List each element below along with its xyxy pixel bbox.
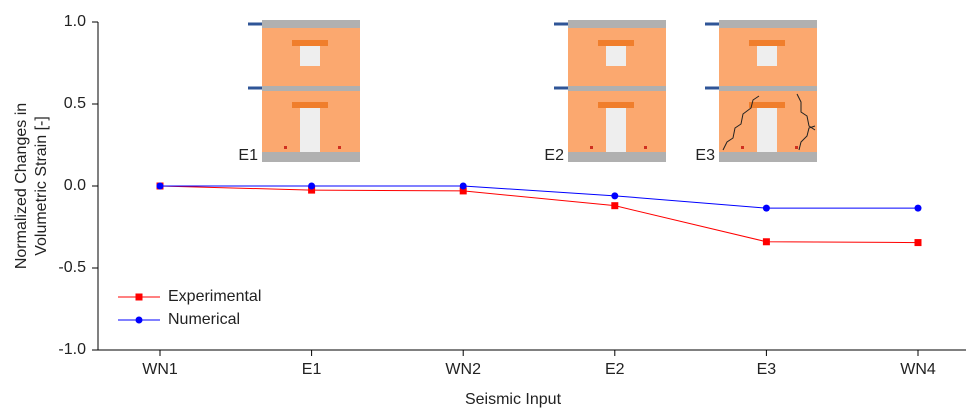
marker bbox=[611, 192, 619, 200]
legend-label: Numerical bbox=[168, 311, 240, 328]
inset-mark bbox=[795, 146, 798, 149]
marker bbox=[914, 204, 922, 212]
y-tick-label: 0.0 bbox=[64, 177, 86, 194]
inset-mark bbox=[644, 146, 647, 149]
inset-lintel bbox=[598, 40, 634, 46]
inset-door bbox=[606, 108, 626, 152]
marker bbox=[308, 182, 316, 190]
inset-window bbox=[606, 46, 626, 66]
marker bbox=[308, 186, 316, 194]
inset-slab bbox=[262, 20, 360, 28]
legend-marker bbox=[135, 293, 143, 301]
inset-slab bbox=[262, 86, 360, 91]
inset-mark bbox=[338, 146, 341, 149]
marker bbox=[156, 182, 164, 190]
inset-crack bbox=[796, 93, 816, 131]
inset-lintel bbox=[292, 102, 328, 108]
marker bbox=[762, 204, 770, 212]
inset-base bbox=[568, 152, 666, 162]
inset-window bbox=[757, 46, 777, 66]
y-tick-label: 1.0 bbox=[64, 13, 86, 30]
inset-crack bbox=[722, 95, 760, 151]
marker bbox=[459, 187, 467, 195]
inset-slab bbox=[568, 86, 666, 91]
legend-marker bbox=[135, 316, 143, 324]
inset-door bbox=[757, 108, 777, 152]
x-tick-label: E3 bbox=[757, 361, 777, 378]
x-tick-label: WN2 bbox=[445, 361, 481, 378]
inset-door bbox=[300, 108, 320, 152]
y-tick-label: 0.5 bbox=[64, 95, 86, 112]
inset-slab bbox=[719, 86, 817, 91]
inset-base bbox=[262, 152, 360, 162]
marker bbox=[762, 238, 770, 246]
inset-base bbox=[719, 152, 817, 162]
inset-lintel bbox=[749, 40, 785, 46]
x-tick-label: E1 bbox=[302, 361, 322, 378]
y-tick-label: -0.5 bbox=[58, 259, 86, 276]
inset-mark bbox=[741, 146, 744, 149]
inset-label: E2 bbox=[544, 147, 564, 164]
marker bbox=[459, 182, 467, 190]
inset-crack bbox=[798, 125, 816, 151]
legend-label: Experimental bbox=[168, 288, 261, 305]
inset-lintel bbox=[598, 102, 634, 108]
inset-slab bbox=[568, 20, 666, 28]
x-tick-label: WN1 bbox=[142, 361, 178, 378]
y-axis-label: Volumetric Strain [-] bbox=[33, 116, 50, 256]
x-tick-label: WN4 bbox=[900, 361, 936, 378]
inset-lintel bbox=[292, 40, 328, 46]
marker bbox=[611, 202, 619, 210]
inset-window bbox=[300, 46, 320, 66]
inset-lintel bbox=[749, 102, 785, 108]
x-tick-label: E2 bbox=[605, 361, 625, 378]
x-axis-label: Seismic Input bbox=[465, 391, 562, 408]
series-line bbox=[160, 185, 918, 209]
marker bbox=[914, 239, 922, 247]
inset-label: E3 bbox=[695, 147, 715, 164]
y-tick-label: -1.0 bbox=[58, 341, 86, 358]
inset-mark bbox=[284, 146, 287, 149]
inset-slab bbox=[719, 20, 817, 28]
y-axis-label: Normalized Changes in bbox=[13, 103, 30, 269]
inset-label: E1 bbox=[238, 147, 258, 164]
series-line bbox=[159, 185, 919, 244]
inset-mark bbox=[590, 146, 593, 149]
